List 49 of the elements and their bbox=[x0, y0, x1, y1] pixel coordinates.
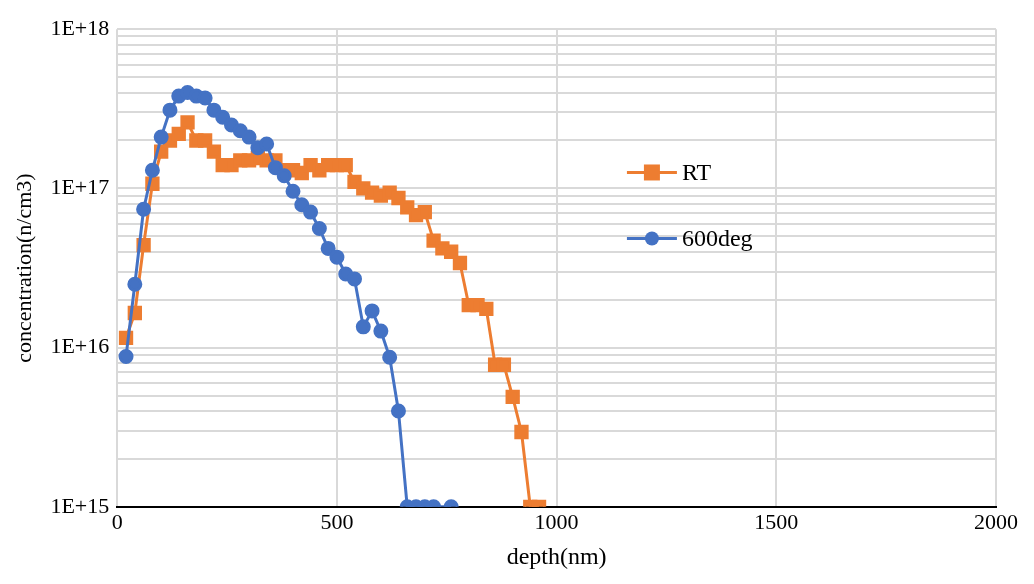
point bbox=[311, 220, 327, 236]
y-tick-label: 1E+15 bbox=[50, 492, 110, 518]
legend-label: RT bbox=[681, 158, 712, 185]
point bbox=[215, 109, 231, 125]
point bbox=[390, 403, 406, 419]
legend-label: 600deg bbox=[681, 224, 753, 251]
point bbox=[452, 255, 468, 271]
point bbox=[338, 157, 353, 173]
y-tick-label: 1E+18 bbox=[50, 14, 110, 40]
point bbox=[505, 389, 520, 405]
y-axis-title: concentration(n/cm3) bbox=[10, 173, 36, 363]
point bbox=[144, 162, 160, 178]
point bbox=[479, 301, 494, 317]
point bbox=[276, 168, 292, 184]
point bbox=[444, 244, 459, 259]
point bbox=[285, 183, 301, 199]
point bbox=[373, 323, 389, 339]
point bbox=[118, 348, 134, 364]
point bbox=[303, 204, 319, 220]
point bbox=[364, 303, 380, 319]
point bbox=[206, 144, 222, 159]
point bbox=[197, 133, 213, 148]
point bbox=[171, 126, 186, 142]
point bbox=[267, 160, 283, 176]
point bbox=[417, 204, 432, 220]
y-tick-label: 1E+16 bbox=[50, 333, 110, 359]
point bbox=[259, 136, 275, 152]
point bbox=[153, 129, 169, 145]
x-tick-label: 500 bbox=[320, 508, 354, 534]
x-axis-title: depth(nm) bbox=[506, 542, 607, 569]
x-tick-label: 0 bbox=[111, 508, 123, 534]
point bbox=[355, 319, 371, 335]
x-tick-label: 1000 bbox=[534, 508, 579, 534]
point bbox=[162, 102, 178, 118]
point bbox=[294, 197, 310, 213]
point bbox=[496, 357, 512, 372]
point bbox=[329, 249, 345, 265]
point bbox=[514, 424, 529, 440]
point bbox=[382, 349, 398, 365]
point bbox=[127, 276, 143, 292]
x-tick-label: 2000 bbox=[974, 508, 1018, 534]
point bbox=[241, 129, 257, 145]
point bbox=[347, 271, 363, 287]
x-tick-label: 1500 bbox=[754, 508, 799, 534]
point bbox=[136, 201, 152, 217]
point bbox=[320, 240, 336, 256]
point bbox=[197, 90, 213, 106]
point bbox=[180, 115, 195, 130]
y-tick-label: 1E+17 bbox=[50, 174, 110, 200]
